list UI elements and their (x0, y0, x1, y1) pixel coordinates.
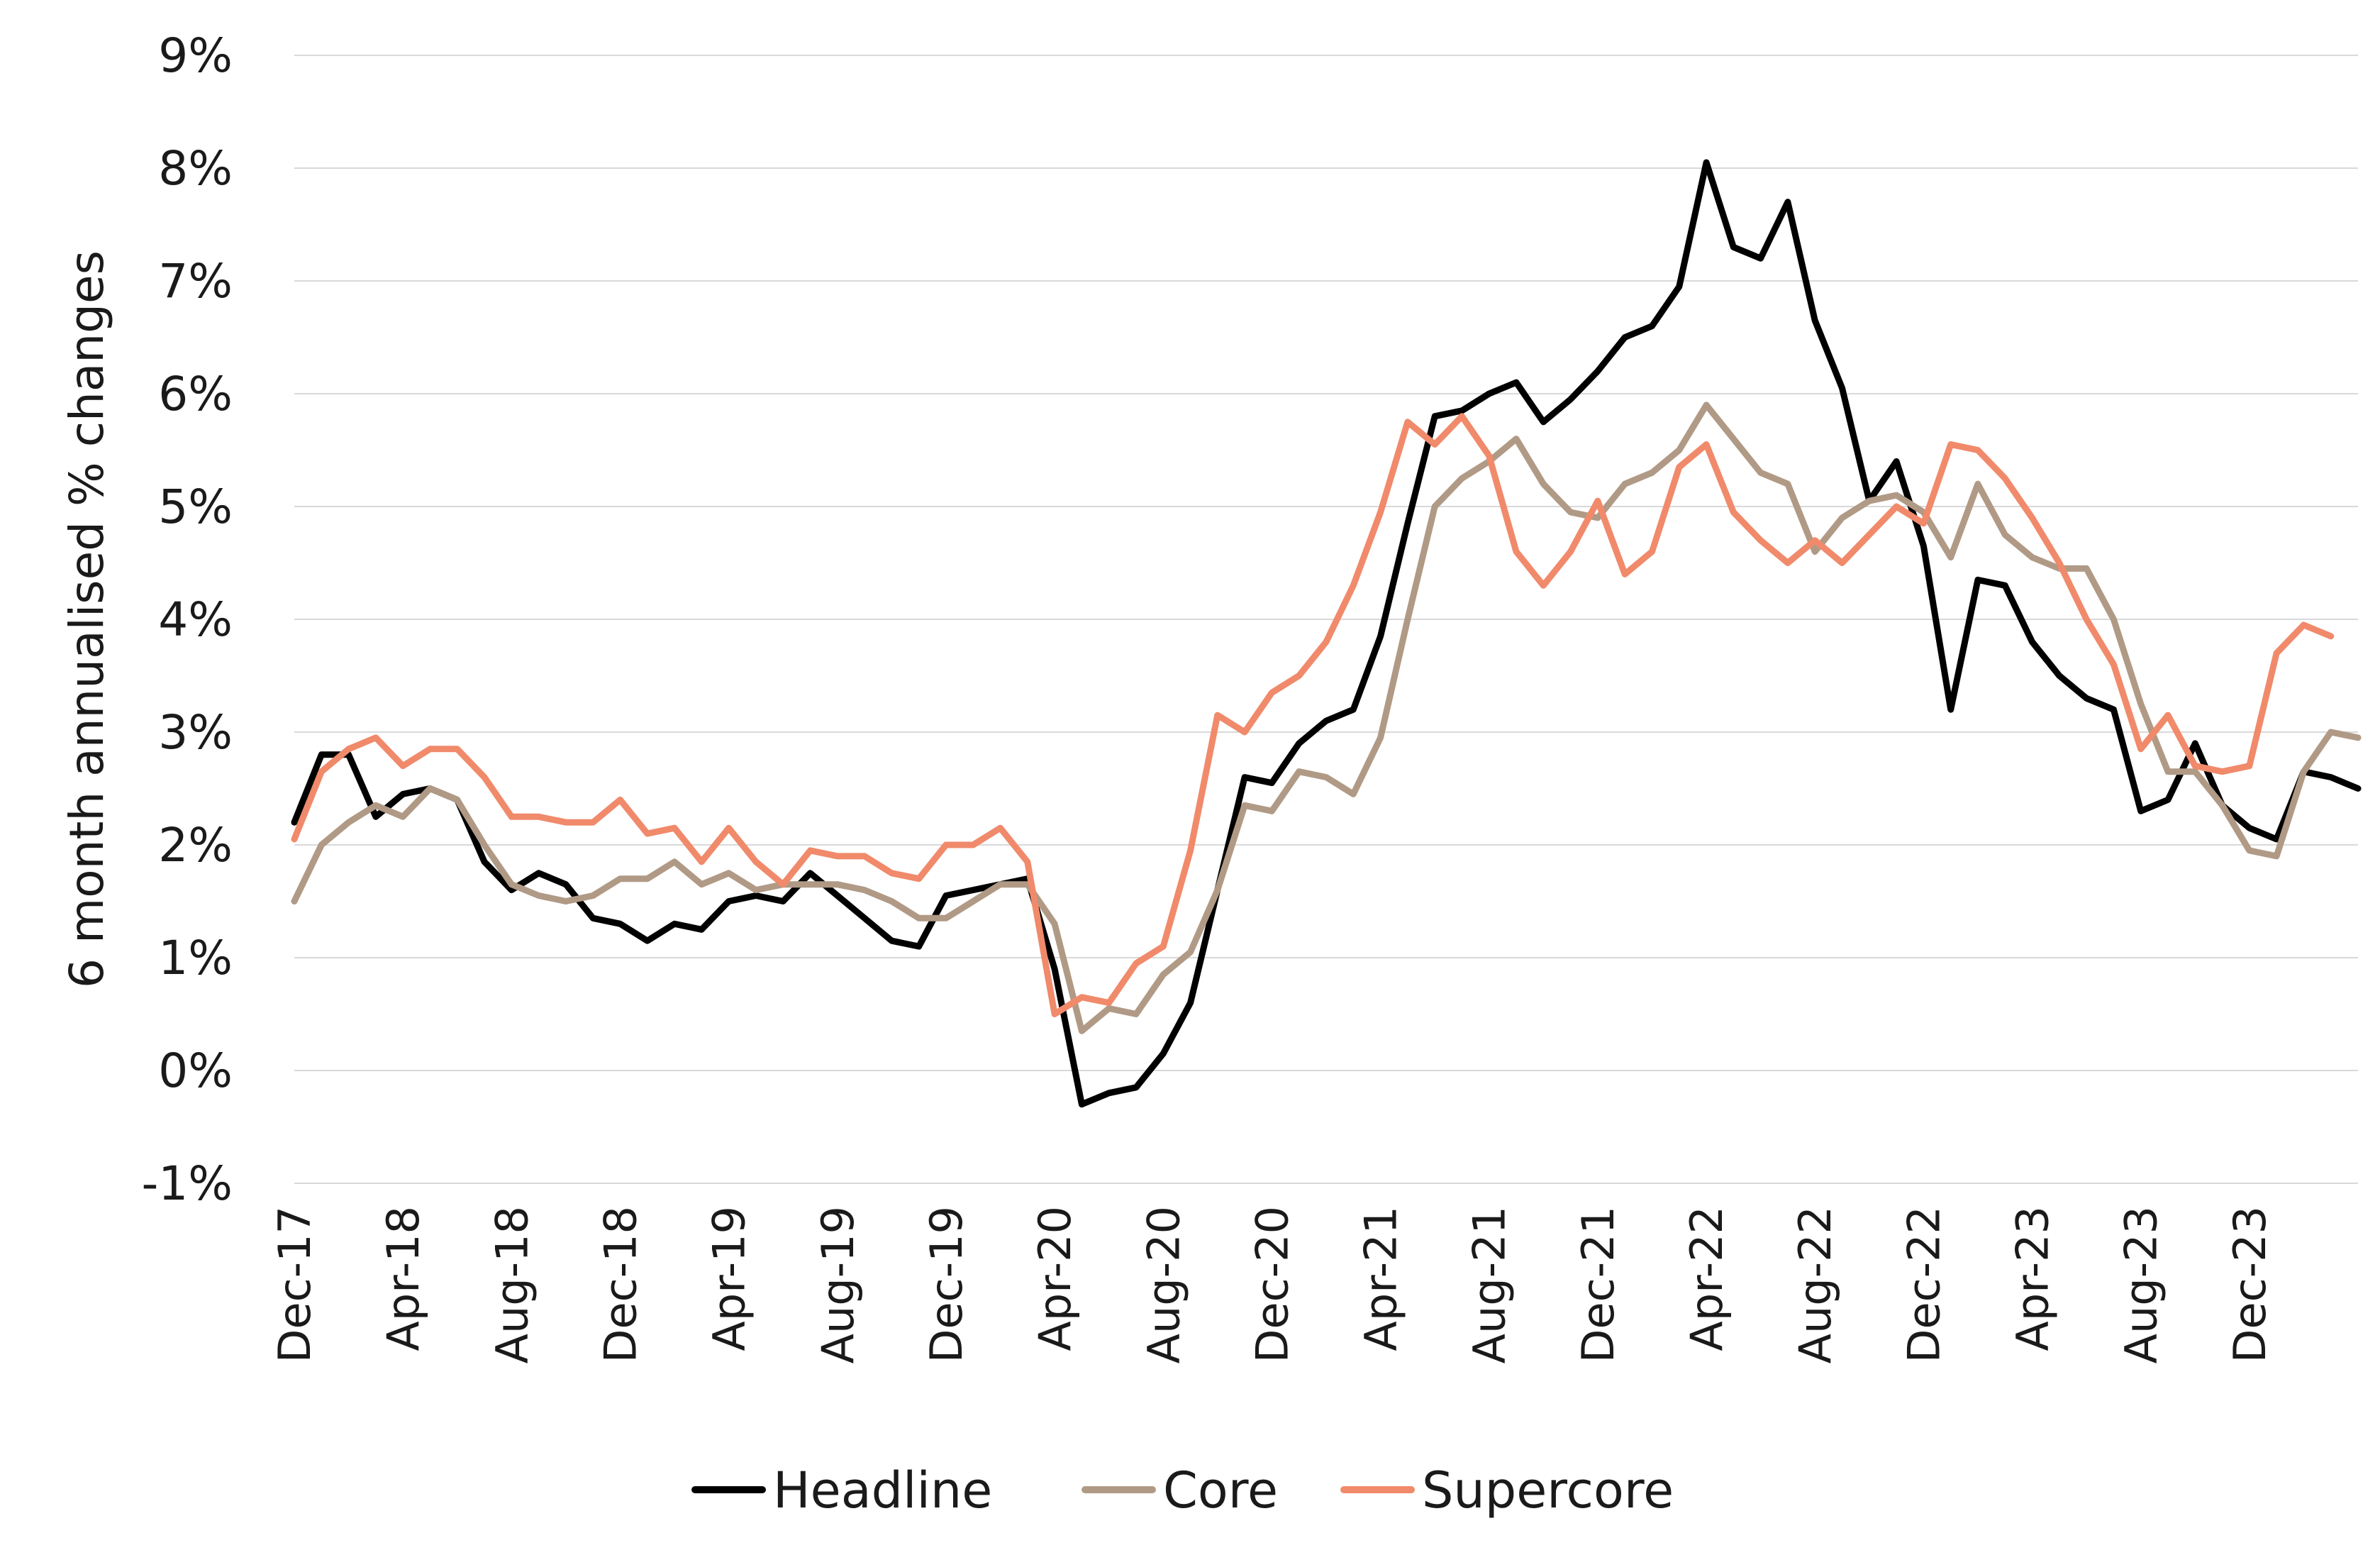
x-axis-tick-labels: Dec-17 Apr-18 Aug-18 Dec-18 Apr-19 Aug-19 Dec-… (269, 1206, 2276, 1363)
y-tick-label: 2% (158, 818, 233, 873)
y-tick-label: 4% (158, 592, 233, 647)
y-axis-tick-labels: -1% 0% 1% 2% 3% 4% 5% 6% 7% 8% 9% (141, 28, 233, 1211)
x-tick-label: Apr-19 (704, 1206, 755, 1351)
x-tick-label: Aug-23 (2115, 1206, 2167, 1363)
y-axis-title: 6 month annualised % changes (60, 250, 114, 988)
y-tick-label: 1% (158, 931, 233, 985)
x-tick-label: Apr-18 (377, 1206, 429, 1351)
x-tick-label: Apr-20 (1029, 1206, 1081, 1351)
legend-label: Core (1163, 1461, 1278, 1520)
series-line-core (291, 402, 2362, 1034)
x-tick-label: Aug-20 (1138, 1206, 1189, 1363)
y-tick-label: 7% (158, 254, 233, 309)
y-tick-label: 6% (158, 367, 233, 421)
x-tick-label: Aug-22 (1789, 1206, 1841, 1363)
x-tick-label: Apr-23 (2007, 1206, 2059, 1351)
x-tick-label: Dec-20 (1246, 1206, 1298, 1363)
series-line-headline (291, 159, 2362, 1108)
y-tick-label: 5% (158, 480, 233, 534)
x-tick-label: Aug-19 (812, 1206, 864, 1363)
x-tick-label: Dec-17 (269, 1206, 321, 1363)
x-tick-label: Aug-18 (486, 1206, 538, 1363)
legend-label: Headline (773, 1461, 992, 1520)
x-tick-label: Aug-21 (1464, 1206, 1516, 1363)
legend-label: Supercore (1422, 1461, 1674, 1520)
y-tick-label: 8% (158, 141, 233, 196)
x-tick-label: Dec-19 (921, 1206, 972, 1363)
y-tick-label: 0% (158, 1044, 233, 1098)
x-tick-label: Dec-21 (1572, 1206, 1624, 1363)
y-gridlines (294, 55, 2358, 1184)
x-tick-label: Dec-18 (594, 1206, 646, 1363)
series-lines (291, 159, 2362, 1108)
y-tick-label: -1% (141, 1156, 233, 1211)
x-tick-label: Apr-22 (1681, 1206, 1733, 1351)
legend: Headline Core Supercore (691, 1461, 1674, 1520)
y-tick-label: 9% (158, 28, 233, 83)
series-line-supercore (291, 413, 2335, 1017)
x-tick-label: Dec-23 (2224, 1206, 2276, 1363)
x-tick-label: Apr-21 (1355, 1206, 1407, 1351)
y-tick-label: 3% (158, 705, 233, 760)
x-tick-label: Dec-22 (1898, 1206, 1950, 1363)
